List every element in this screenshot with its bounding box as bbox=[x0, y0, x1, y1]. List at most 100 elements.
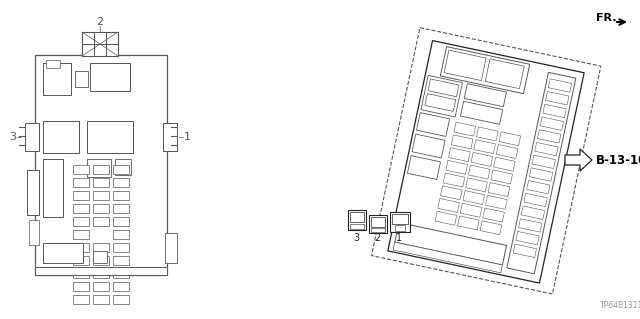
Polygon shape bbox=[425, 94, 456, 111]
Polygon shape bbox=[529, 168, 553, 181]
Polygon shape bbox=[477, 127, 498, 141]
Polygon shape bbox=[474, 140, 495, 154]
Polygon shape bbox=[443, 173, 465, 187]
Polygon shape bbox=[435, 211, 457, 225]
Polygon shape bbox=[468, 165, 490, 179]
Polygon shape bbox=[466, 178, 487, 192]
Bar bbox=[93, 178, 109, 187]
Polygon shape bbox=[545, 92, 569, 105]
Bar bbox=[113, 165, 129, 174]
Polygon shape bbox=[393, 242, 502, 273]
Polygon shape bbox=[421, 75, 463, 117]
Polygon shape bbox=[524, 193, 547, 207]
Text: TP64B1311: TP64B1311 bbox=[600, 300, 640, 309]
Bar bbox=[371, 228, 385, 232]
Polygon shape bbox=[428, 79, 459, 97]
Bar bbox=[93, 217, 109, 226]
Bar bbox=[392, 214, 408, 224]
Polygon shape bbox=[460, 101, 502, 124]
Bar bbox=[115, 159, 131, 175]
Bar bbox=[350, 212, 364, 222]
Bar bbox=[113, 191, 129, 200]
Bar bbox=[113, 256, 129, 265]
Polygon shape bbox=[488, 183, 510, 197]
Bar bbox=[113, 230, 129, 239]
Text: 1: 1 bbox=[396, 233, 402, 243]
Bar bbox=[350, 224, 364, 229]
Text: FR.: FR. bbox=[596, 13, 616, 23]
Bar bbox=[87, 121, 133, 153]
Bar bbox=[43, 63, 71, 95]
Polygon shape bbox=[535, 142, 558, 156]
Polygon shape bbox=[417, 113, 450, 137]
Polygon shape bbox=[395, 223, 507, 265]
Text: 2: 2 bbox=[374, 233, 380, 243]
Bar bbox=[73, 178, 89, 187]
Bar bbox=[113, 204, 129, 213]
Polygon shape bbox=[538, 130, 561, 143]
Polygon shape bbox=[440, 186, 462, 200]
Polygon shape bbox=[532, 155, 556, 168]
Bar bbox=[93, 251, 107, 263]
Polygon shape bbox=[518, 219, 542, 232]
Bar bbox=[43, 121, 79, 153]
Polygon shape bbox=[371, 28, 601, 294]
Bar bbox=[113, 295, 129, 304]
Bar bbox=[113, 282, 129, 291]
Polygon shape bbox=[446, 160, 468, 174]
Bar bbox=[43, 243, 83, 263]
Bar bbox=[73, 269, 89, 278]
Text: 1: 1 bbox=[184, 132, 191, 142]
Bar bbox=[46, 60, 60, 68]
Polygon shape bbox=[493, 157, 515, 171]
Bar bbox=[93, 282, 109, 291]
Polygon shape bbox=[521, 206, 545, 219]
Text: B-13-10: B-13-10 bbox=[596, 153, 640, 167]
Polygon shape bbox=[438, 198, 460, 212]
Polygon shape bbox=[483, 208, 504, 222]
Bar bbox=[35, 267, 167, 275]
Polygon shape bbox=[458, 216, 479, 230]
Polygon shape bbox=[388, 41, 584, 283]
Polygon shape bbox=[412, 134, 445, 158]
Bar bbox=[93, 243, 109, 252]
Bar bbox=[113, 269, 129, 278]
Bar bbox=[165, 233, 177, 263]
Bar bbox=[73, 204, 89, 213]
Bar bbox=[369, 215, 387, 233]
Polygon shape bbox=[440, 47, 530, 93]
Polygon shape bbox=[451, 135, 473, 149]
Bar bbox=[93, 256, 109, 265]
Polygon shape bbox=[471, 152, 493, 167]
Bar bbox=[87, 159, 111, 177]
Bar bbox=[75, 71, 88, 87]
Polygon shape bbox=[548, 79, 572, 92]
Polygon shape bbox=[408, 156, 440, 180]
Polygon shape bbox=[491, 170, 513, 184]
Bar bbox=[43, 159, 63, 217]
Bar bbox=[113, 217, 129, 226]
Bar bbox=[371, 217, 385, 227]
Text: 3: 3 bbox=[10, 132, 17, 142]
Bar bbox=[93, 191, 109, 200]
Polygon shape bbox=[480, 221, 502, 235]
Polygon shape bbox=[449, 148, 470, 162]
Polygon shape bbox=[454, 122, 476, 136]
Text: 2: 2 bbox=[97, 17, 104, 27]
Polygon shape bbox=[444, 50, 486, 81]
Polygon shape bbox=[485, 59, 524, 89]
Polygon shape bbox=[565, 149, 592, 171]
Polygon shape bbox=[499, 132, 520, 146]
Bar bbox=[93, 295, 109, 304]
Bar bbox=[73, 165, 89, 174]
Polygon shape bbox=[486, 195, 507, 209]
Bar bbox=[29, 220, 39, 245]
Polygon shape bbox=[507, 72, 576, 274]
Polygon shape bbox=[496, 145, 518, 159]
Bar bbox=[73, 295, 89, 304]
Bar bbox=[73, 282, 89, 291]
Polygon shape bbox=[516, 231, 540, 245]
Bar bbox=[73, 230, 89, 239]
Bar bbox=[395, 225, 405, 231]
Bar bbox=[163, 123, 177, 151]
